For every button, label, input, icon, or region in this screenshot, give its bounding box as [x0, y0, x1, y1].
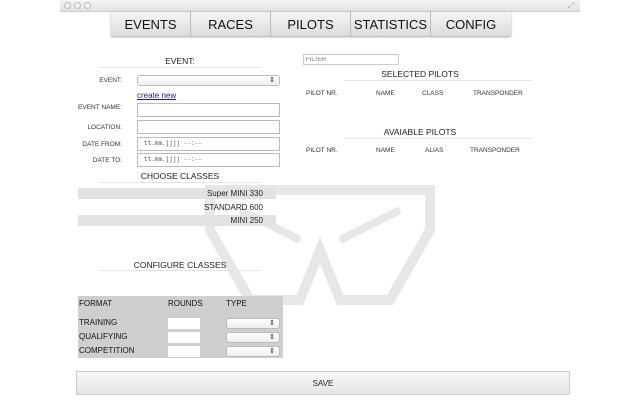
column-header: NAME: [376, 147, 395, 154]
divider: [100, 270, 260, 271]
title-bar: [60, 0, 580, 12]
tab-races[interactable]: RACES: [191, 12, 271, 36]
minimize-window-button[interactable]: [74, 2, 81, 9]
competition-rounds-input[interactable]: [168, 346, 200, 357]
configure-classes-title: CONFIGURE CLASSES: [133, 260, 227, 270]
event-name-label: EVENT NAME:: [78, 104, 122, 111]
location-input[interactable]: [137, 120, 280, 134]
available-pilots-title: AVAIABLE PILOTS: [383, 127, 457, 137]
fullscreen-icon[interactable]: ⤢: [568, 1, 575, 10]
tab-pilots[interactable]: PILOTS: [271, 12, 351, 36]
selected-pilots-title: SELECTED PILOTS: [381, 69, 459, 79]
close-window-button[interactable]: [64, 2, 71, 9]
class-item[interactable]: STANDARD 600: [204, 203, 263, 212]
format-row-label: TRAINING: [79, 318, 118, 327]
tab-events[interactable]: EVENTS: [111, 12, 191, 36]
column-header: TRANSPONDER: [473, 90, 523, 97]
column-header: TRANSPONDER: [470, 147, 520, 154]
date-from-label: DATE FROM:: [82, 141, 122, 148]
qualifying-type-select[interactable]: ⇕: [226, 332, 280, 343]
choose-classes-title: CHOOSE CLASSES: [140, 171, 220, 181]
tab-statistics[interactable]: STATISTICS: [351, 12, 431, 36]
divider: [344, 80, 532, 81]
save-button[interactable]: SAVE: [76, 371, 570, 395]
qualifying-rounds-input[interactable]: [168, 332, 200, 343]
filter-input[interactable]: [303, 54, 399, 65]
column-header: NAME: [376, 90, 395, 97]
location-label: LOCATION:: [87, 124, 122, 131]
zoom-window-button[interactable]: [84, 2, 91, 9]
divider: [100, 182, 260, 183]
class-item[interactable]: Super MINI 330: [78, 188, 276, 199]
column-header: ALIAS: [425, 147, 444, 154]
format-header: FORMAT: [79, 299, 113, 308]
format-row-label: COMPETITION: [79, 346, 135, 355]
date-to-label: DATE TO:: [92, 157, 122, 164]
date-to-input[interactable]: tt.mm.jjjj --:--: [137, 153, 280, 167]
tab-config[interactable]: CONFIG: [431, 12, 511, 36]
type-header: TYPE: [226, 299, 247, 308]
class-item[interactable]: MINI 250: [78, 215, 276, 226]
divider: [100, 67, 260, 68]
column-header: CLASS: [422, 90, 444, 97]
event-label: EVENT:: [99, 77, 122, 84]
create-new-link[interactable]: create new: [137, 91, 177, 100]
column-header: PILOT NR.: [306, 147, 338, 154]
event-name-input[interactable]: [137, 103, 280, 117]
rounds-header: ROUNDS: [168, 299, 203, 308]
training-type-select[interactable]: ⇕: [226, 318, 280, 329]
format-row-label: QUALIFYING: [79, 332, 128, 341]
event-section-title: EVENT:: [165, 56, 195, 66]
main-tabs: EVENTS RACES PILOTS STATISTICS CONFIG: [111, 12, 511, 36]
divider: [344, 138, 532, 139]
competition-type-select[interactable]: ⇕: [226, 346, 280, 357]
training-rounds-input[interactable]: [168, 318, 200, 329]
date-from-input[interactable]: tt.mm.jjjj --:--: [137, 137, 280, 151]
column-header: PILOT NR.: [306, 90, 338, 97]
event-select[interactable]: ⇕: [137, 75, 280, 86]
